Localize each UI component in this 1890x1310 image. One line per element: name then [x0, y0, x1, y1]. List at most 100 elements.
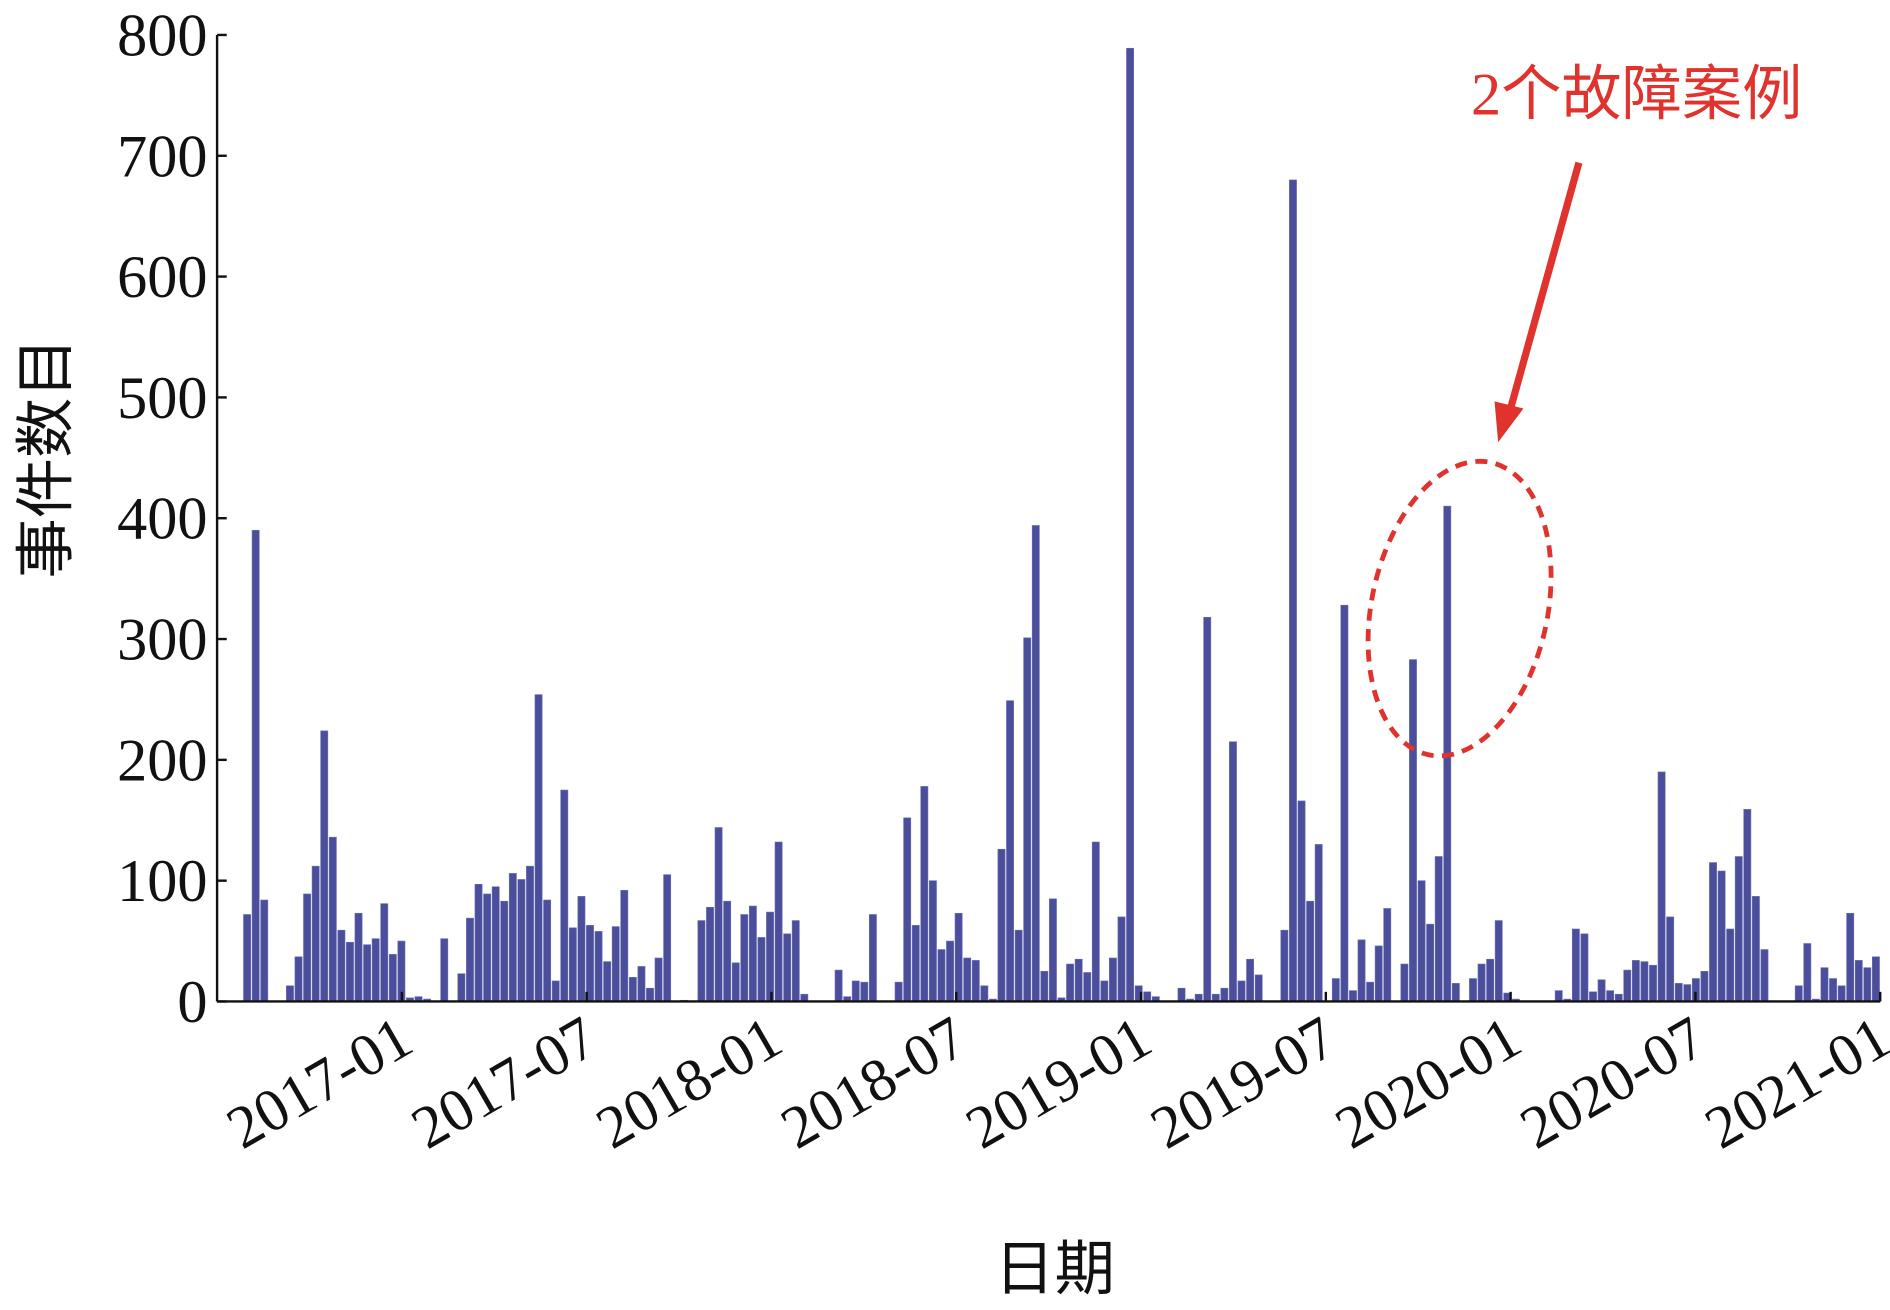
bar [663, 874, 672, 1002]
bar [1417, 880, 1426, 1002]
bar [603, 961, 612, 1002]
bar [851, 980, 860, 1002]
bar [903, 817, 912, 1002]
bar [577, 896, 586, 1002]
bar [1203, 616, 1212, 1002]
bar [1589, 991, 1597, 1002]
bar [1049, 898, 1057, 1002]
bar [320, 730, 329, 1002]
bar [1486, 958, 1495, 1002]
bar [508, 873, 517, 1002]
y-tick-label: 100 [117, 848, 207, 915]
bar [766, 911, 774, 1002]
bar [1314, 844, 1323, 1002]
bar [526, 865, 534, 1002]
annotation-text: 2个故障案例 [1471, 61, 1802, 128]
bar [1246, 958, 1255, 1002]
bar [534, 694, 543, 1002]
bar [748, 905, 757, 1002]
bar [594, 931, 603, 1002]
bar [286, 985, 294, 1002]
bar [1091, 841, 1100, 1002]
y-tick-label: 400 [117, 486, 207, 553]
bar [869, 914, 877, 1002]
bar [929, 880, 937, 1002]
bar [491, 886, 500, 1002]
bar [1254, 974, 1263, 1002]
bar [363, 944, 372, 1002]
bar [1177, 987, 1186, 1002]
y-tick-label: 600 [117, 244, 207, 311]
bar [1854, 960, 1863, 1002]
y-tick-label: 700 [117, 123, 207, 190]
bar [757, 937, 766, 1002]
bar [1803, 943, 1812, 1002]
bar [1829, 978, 1837, 1002]
x-tick-label: 2018-07 [770, 1004, 977, 1162]
bar [1426, 923, 1435, 1002]
bar [1623, 969, 1632, 1002]
x-tick-label: 2020-01 [1325, 1004, 1532, 1162]
bar [783, 933, 792, 1002]
bar [774, 841, 783, 1002]
bar [628, 977, 637, 1002]
bar [1751, 896, 1760, 1002]
bar [1220, 987, 1229, 1002]
bar [1297, 800, 1306, 1002]
bar [1006, 700, 1014, 1002]
bar [860, 981, 869, 1002]
y-tick-label: 200 [117, 727, 207, 794]
bar [1846, 912, 1855, 1002]
y-tick-label: 0 [177, 969, 207, 1036]
bar [1726, 928, 1735, 1002]
bar [1794, 985, 1803, 1002]
annotation-arrow [1506, 161, 1583, 411]
bar [946, 940, 954, 1002]
bar [1229, 741, 1237, 1002]
bar [1760, 949, 1769, 1002]
bar [1083, 972, 1092, 1002]
bar [963, 957, 972, 1002]
bar [380, 903, 389, 1002]
x-tick-label: 2017-01 [216, 1004, 423, 1162]
bar [937, 949, 946, 1002]
bar [303, 893, 312, 1002]
x-tick-label: 2019-01 [955, 1004, 1162, 1162]
bar [920, 786, 929, 1002]
bar [723, 900, 732, 1002]
bar [1709, 862, 1717, 1002]
bar [714, 827, 723, 1002]
bar [1143, 991, 1152, 1002]
bar [1349, 990, 1357, 1002]
bar [1837, 985, 1846, 1002]
bar [500, 900, 509, 1002]
bar [706, 906, 714, 1002]
bar [1657, 771, 1666, 1002]
bar [740, 914, 749, 1002]
bar [1031, 525, 1040, 1002]
bar [560, 789, 569, 1002]
bar [1580, 933, 1589, 1002]
bar [1700, 970, 1709, 1002]
bar [1554, 990, 1563, 1002]
x-tick-label: 2019-07 [1140, 1004, 1347, 1162]
bar [466, 917, 474, 1002]
bar [440, 938, 449, 1002]
bar [1409, 659, 1417, 1002]
y-tick-label: 800 [117, 2, 207, 69]
bar [1109, 957, 1117, 1002]
bar [1743, 809, 1752, 1002]
bar [971, 960, 980, 1002]
bar [1863, 967, 1872, 1002]
bar [346, 941, 354, 1002]
bar [1237, 980, 1246, 1002]
bar [1640, 961, 1649, 1002]
bar [646, 987, 654, 1002]
bar [697, 920, 706, 1002]
x-tick-label: 2018-01 [585, 1004, 792, 1162]
bar [1340, 604, 1349, 1002]
bar [1631, 960, 1640, 1002]
bar [1649, 964, 1657, 1002]
bar [731, 962, 740, 1002]
